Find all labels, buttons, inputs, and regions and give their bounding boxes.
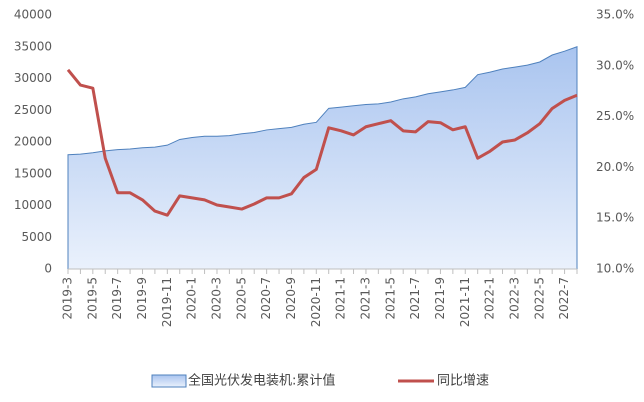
y-tick-label: 10000 xyxy=(14,198,52,212)
x-tick-label: 2022-1 xyxy=(483,277,497,320)
y-tick-label: 20000 xyxy=(14,135,52,149)
x-tick-label: 2020-7 xyxy=(259,277,273,320)
y-tick-label: 35000 xyxy=(14,39,52,53)
x-tick-label: 2020-11 xyxy=(309,277,323,327)
x-tick-label: 2019-3 xyxy=(61,277,75,320)
y2-tick-label: 10.0% xyxy=(596,262,634,276)
x-tick-label: 2021-5 xyxy=(383,277,397,320)
x-tick-label: 2019-7 xyxy=(110,277,124,320)
y-tick-label: 15000 xyxy=(14,166,52,180)
x-tick-label: 2019-5 xyxy=(85,277,99,320)
y-tick-label: 5000 xyxy=(21,230,52,244)
legend-swatch xyxy=(151,374,187,388)
x-tick-label: 2021-9 xyxy=(433,277,447,320)
y2-tick-label: 25.0% xyxy=(596,109,634,123)
y-tick-label: 40000 xyxy=(14,8,52,22)
x-tick-label: 2022-5 xyxy=(532,277,546,320)
y-tick-label: 25000 xyxy=(14,103,52,117)
legend-label: 全国光伏发电装机:累计值 xyxy=(188,373,335,389)
y-tick-label: 30000 xyxy=(14,71,52,85)
y2-tick-label: 20.0% xyxy=(596,160,634,174)
y2-tick-label: 30.0% xyxy=(596,58,634,72)
x-tick-label: 2021-3 xyxy=(358,277,372,320)
x-tick-label: 2021-7 xyxy=(408,277,422,320)
x-tick-label: 2021-1 xyxy=(334,277,348,320)
x-tick-label: 2020-5 xyxy=(234,277,248,320)
y2-tick-label: 35.0% xyxy=(596,8,634,22)
x-tick-label: 2020-3 xyxy=(209,277,223,320)
x-tick-label: 2020-9 xyxy=(284,277,298,320)
area xyxy=(67,46,578,270)
legend-label: 同比增速 xyxy=(437,374,489,389)
x-tick-label: 2019-11 xyxy=(160,277,174,327)
x-tick-label: 2022-3 xyxy=(507,277,521,320)
y-tick-label: 0 xyxy=(44,262,52,276)
x-tick-label: 2022-7 xyxy=(557,277,571,320)
x-tick-label: 2021-11 xyxy=(458,277,472,327)
line xyxy=(66,68,578,217)
x-tick-label: 2019-9 xyxy=(135,277,149,320)
y2-tick-label: 15.0% xyxy=(596,211,634,225)
x-tick-label: 2020-1 xyxy=(185,277,199,320)
